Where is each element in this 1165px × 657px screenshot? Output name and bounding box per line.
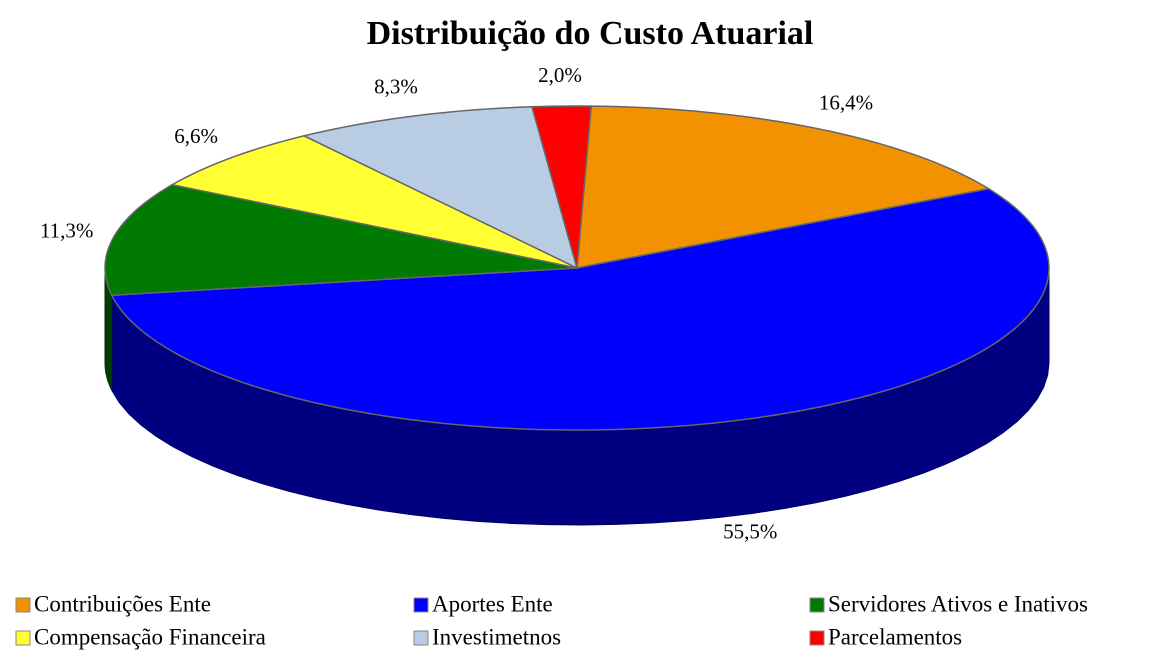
slice — [576, 105, 991, 269]
slice — [530, 105, 592, 269]
legend-label: Investimetnos — [432, 624, 561, 649]
legend-label: Servidores Ativos e Inativos — [828, 591, 1088, 616]
data-label: 11,3% — [40, 219, 93, 243]
slice — [104, 183, 578, 297]
legend-label: Contribuições Ente — [34, 591, 211, 616]
slice — [110, 187, 1050, 431]
slice — [170, 135, 578, 269]
legend-swatch — [413, 630, 429, 646]
legend-label: Parcelamentos — [828, 624, 962, 649]
data-label: 16,4% — [819, 90, 873, 114]
data-label: 6,6% — [174, 124, 218, 148]
chart-title: Distribuição do Custo Atuarial — [367, 15, 814, 52]
legend-swatch — [809, 597, 825, 613]
data-label: 55,5% — [723, 520, 777, 544]
legend-label: Compensação Financeira — [34, 624, 266, 649]
data-label: 2,0% — [538, 63, 582, 87]
data-label: 8,3% — [374, 75, 418, 99]
legend-swatch — [15, 630, 31, 646]
slice — [301, 105, 579, 270]
legend-swatch — [413, 597, 429, 613]
legend-swatch — [809, 630, 825, 646]
legend-swatch — [15, 597, 31, 613]
legend-label: Aportes Ente — [432, 591, 553, 616]
